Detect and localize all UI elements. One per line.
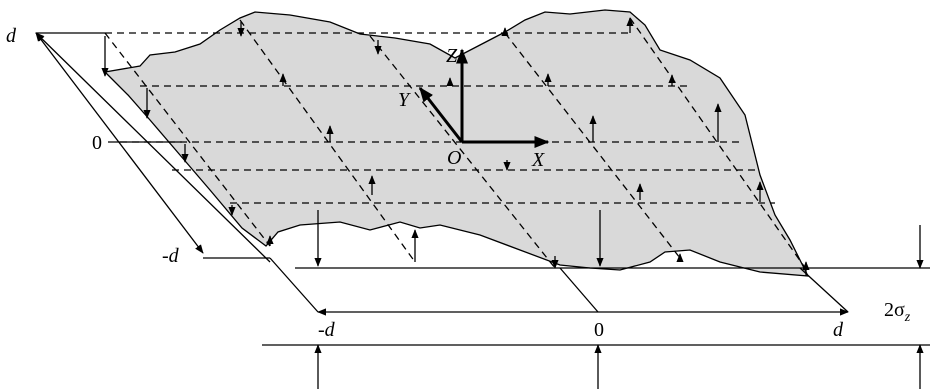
coordinate-axes xyxy=(418,48,550,148)
label-d-bottom: d xyxy=(833,319,844,341)
label-neg-d-left: -d xyxy=(162,245,180,267)
label-zero-bottom: 0 xyxy=(594,319,604,341)
axis-label-x: X xyxy=(531,149,545,171)
label-neg-d-bottom: -d xyxy=(318,319,336,341)
label-d-top-left: d xyxy=(6,25,17,47)
dimension-frame xyxy=(35,32,930,389)
axis-label-z: Z xyxy=(446,45,458,67)
axis-label-origin: O xyxy=(447,147,461,169)
label-sigma: 2σz xyxy=(884,299,911,325)
height-arrows xyxy=(101,17,810,276)
label-zero-left: 0 xyxy=(92,132,102,154)
axis-label-y: Y xyxy=(398,89,411,111)
